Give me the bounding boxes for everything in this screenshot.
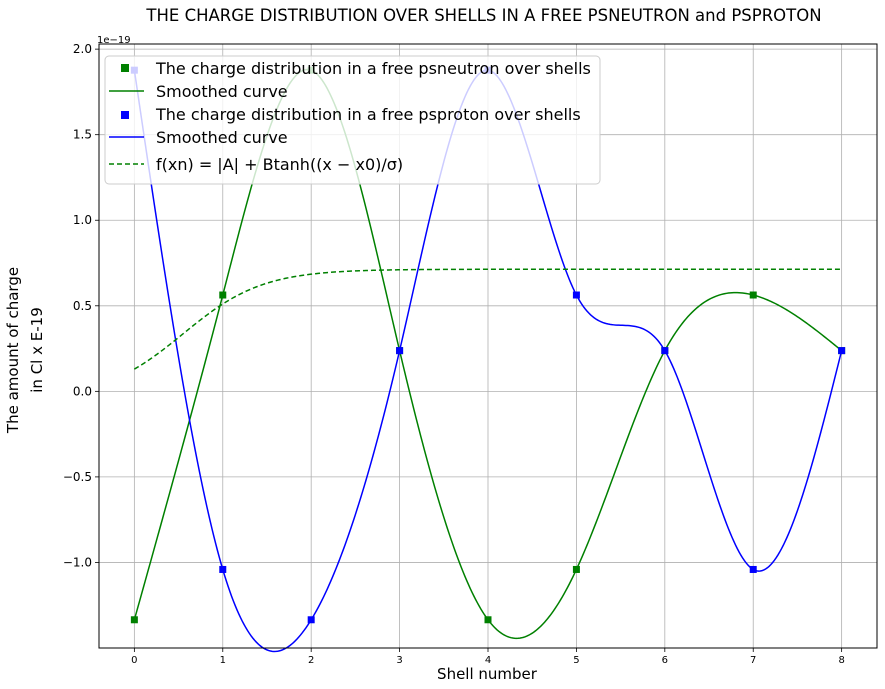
y-tick-label: 0.5: [73, 299, 92, 313]
data-point-series-0: [749, 291, 757, 299]
y-axis-label-line2: in Cl x E-19: [28, 307, 46, 392]
x-tick-label: 5: [573, 655, 579, 666]
y-tick-label: −0.5: [63, 470, 92, 484]
legend-entry-tanh-fit: f(xn) = |A| + Btanh((x − x0)/σ): [156, 155, 403, 174]
x-tick-label: 4: [485, 655, 491, 666]
x-tick-label: 6: [662, 655, 668, 666]
x-tick-label: 2: [308, 655, 314, 666]
legend-entry-neutron-smooth: Smoothed curve: [156, 82, 288, 101]
x-tick-label: 3: [396, 655, 402, 666]
data-point-series-2: [661, 347, 669, 355]
y-tick-label: 1.0: [73, 213, 92, 227]
x-tick-label: 0: [131, 655, 137, 666]
y-axis-label-line1: The amount of charge: [4, 267, 22, 434]
y-axis-ticks: −1.0 −0.5 0.0 0.5 1.0 1.5 2.0: [63, 42, 99, 569]
y-tick-label: −1.0: [63, 555, 92, 569]
legend-box: [104, 55, 601, 185]
legend: The charge distribution in a free psneut…: [104, 55, 601, 185]
data-point-series-2: [749, 565, 757, 573]
x-tick-label: 8: [838, 655, 844, 666]
x-tick-label: 7: [750, 655, 756, 666]
data-point-series-0: [484, 616, 492, 624]
chart-title: THE CHARGE DISTRIBUTION OVER SHELLS IN A…: [145, 6, 821, 25]
legend-entry-neutron-points: The charge distribution in a free psneut…: [155, 59, 591, 78]
data-point-series-2: [219, 565, 227, 573]
y-tick-label: 0.0: [73, 384, 92, 398]
legend-entry-proton-smooth: Smoothed curve: [156, 128, 288, 147]
x-axis-ticks: 0 1 2 3 4 5 6 7 8: [131, 648, 845, 666]
data-point-series-0: [219, 291, 227, 299]
y-tick-label: 1.5: [73, 128, 92, 142]
data-point-series-2: [396, 347, 404, 355]
data-point-series-2: [838, 347, 846, 355]
y-offset-label: 1e−19: [97, 35, 131, 46]
legend-entry-proton-points: The charge distribution in a free psprot…: [155, 105, 581, 124]
legend-marker-blue: [121, 111, 129, 119]
legend-marker-green: [121, 64, 129, 72]
data-point-series-0: [572, 565, 580, 573]
x-tick-label: 1: [220, 655, 226, 666]
data-point-series-0: [130, 616, 138, 624]
tanh-fit-curve: [133, 268, 842, 370]
y-tick-label: 2.0: [73, 42, 92, 56]
data-point-series-2: [572, 291, 580, 299]
x-axis-label: Shell number: [437, 665, 538, 683]
data-point-series-2: [307, 616, 315, 624]
